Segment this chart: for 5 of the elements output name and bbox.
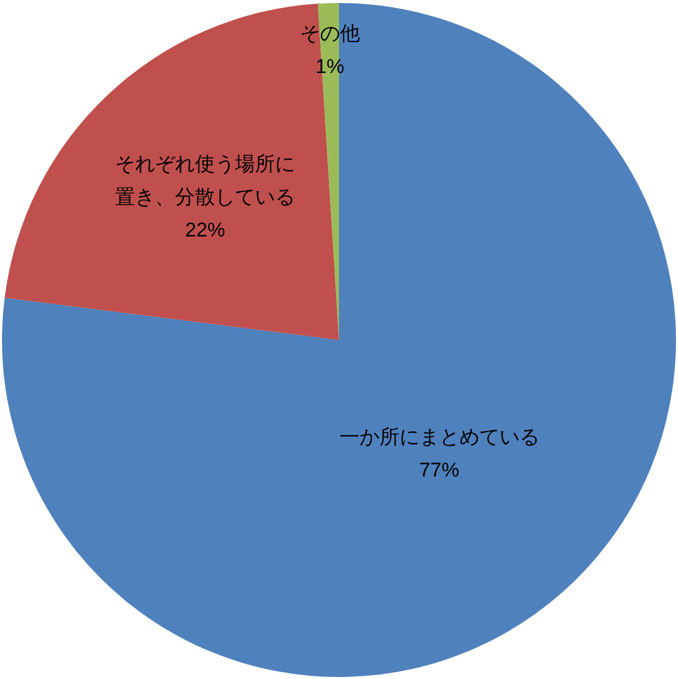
slice-label: 一か所にまとめている xyxy=(339,426,540,448)
slice-label: その他 xyxy=(300,22,360,45)
slice-label: それぞれ使う場所に置き、分散している xyxy=(115,154,296,209)
data-label: 22% xyxy=(185,220,226,242)
data-label: 77% xyxy=(419,459,460,482)
